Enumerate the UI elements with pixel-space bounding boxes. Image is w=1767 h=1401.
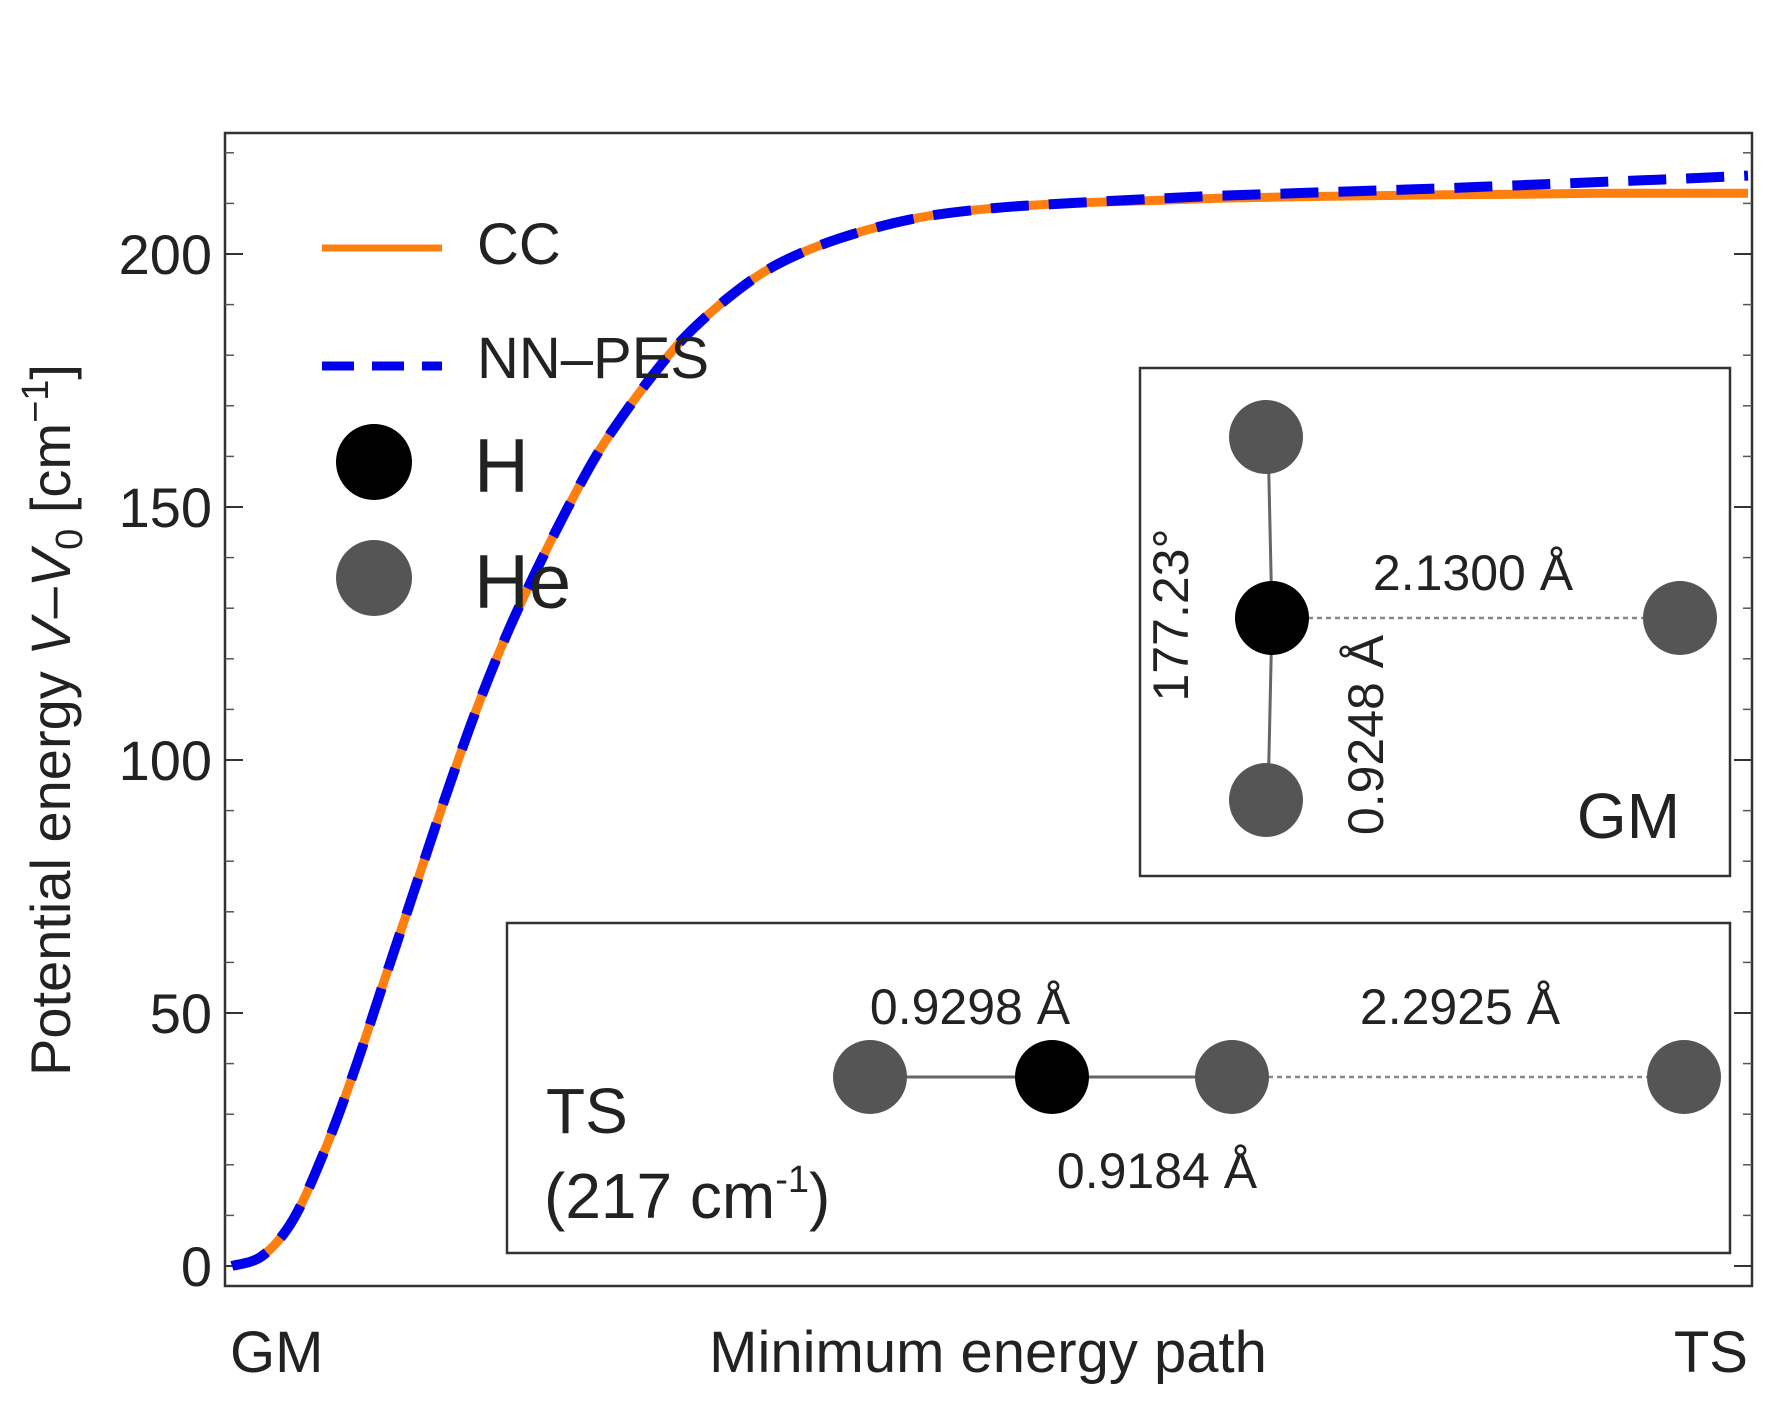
ts-energy-suffix: ) [809,1160,830,1232]
gm-bond-long-label: 2.1300 Å [1373,545,1574,601]
gm-he-right-atom [1643,581,1717,655]
legend-label-he: He [474,540,571,625]
x-axis-label: Minimum energy path [709,1320,1267,1385]
y-tick-label-0: 0 [181,1235,212,1298]
y-tick-label-150: 150 [119,476,212,539]
y-tick-label-100: 100 [119,729,212,792]
ts-h-atom [1015,1040,1089,1114]
ts-energy-prefix: (217 cm [544,1160,775,1232]
y-axis-label: Potential energy V–V0 [cm−1] [15,364,91,1076]
y-axis-label-v: V [19,614,82,656]
gm-h-atom [1235,581,1309,655]
y-axis-label-unit: [cm [19,423,82,529]
legend: CC NN–PES H He [322,212,709,625]
ts-inset-frame [505,921,1732,1255]
gm-angle-label: 177.23° [1143,529,1199,702]
legend-label-h: H [474,424,529,509]
ts-bond-3-label: 2.2925 Å [1360,979,1561,1035]
y-axis-label-close: ] [19,364,82,380]
legend-label-cc: CC [477,212,561,277]
gm-inset-label: GM [1577,780,1680,852]
y-axis-label-minus: – [19,586,82,618]
gm-he-top-atom [1229,400,1303,474]
legend-he-atom-icon [336,540,412,616]
gm-bond-short-label: 0.9248 Å [1338,634,1394,835]
y-axis-label-v0: V [19,545,82,587]
legend-label-nn-pes: NN–PES [477,326,709,391]
x-tick-label-gm: GM [230,1320,323,1385]
x-tick-label-ts: TS [1674,1320,1748,1385]
ts-he-atom-1 [833,1040,907,1114]
y-axis-label-sub: 0 [49,529,91,550]
legend-h-atom-icon [336,424,412,500]
y-tick-label-50: 50 [150,982,212,1045]
ts-energy-label: (217 cm-1) [544,1159,830,1232]
y-ticks: 0 50 100 150 200 [119,152,1752,1298]
ts-he-atom-3 [1647,1040,1721,1114]
ts-energy-sup: -1 [775,1159,809,1201]
series-line-nn-pes [230,170,1749,1271]
ts-inset-label: TS [546,1075,628,1147]
gm-he-bottom-atom [1229,763,1303,837]
ts-inset: 0.9298 Å 0.9184 Å 2.2925 Å TS (217 cm-1) [505,921,1732,1255]
y-axis-label-sup: −1 [15,380,57,423]
gm-inset: 177.23° 2.1300 Å 0.9248 Å GM [1138,366,1732,878]
ts-bond-1-label: 0.9298 Å [870,979,1071,1035]
series-layer [230,170,1749,1271]
ts-he-atom-2 [1195,1040,1269,1114]
y-axis-label-text: Potential energy [19,656,82,1076]
ts-bond-2-label: 0.9184 Å [1057,1143,1258,1199]
y-tick-label-200: 200 [119,223,212,286]
